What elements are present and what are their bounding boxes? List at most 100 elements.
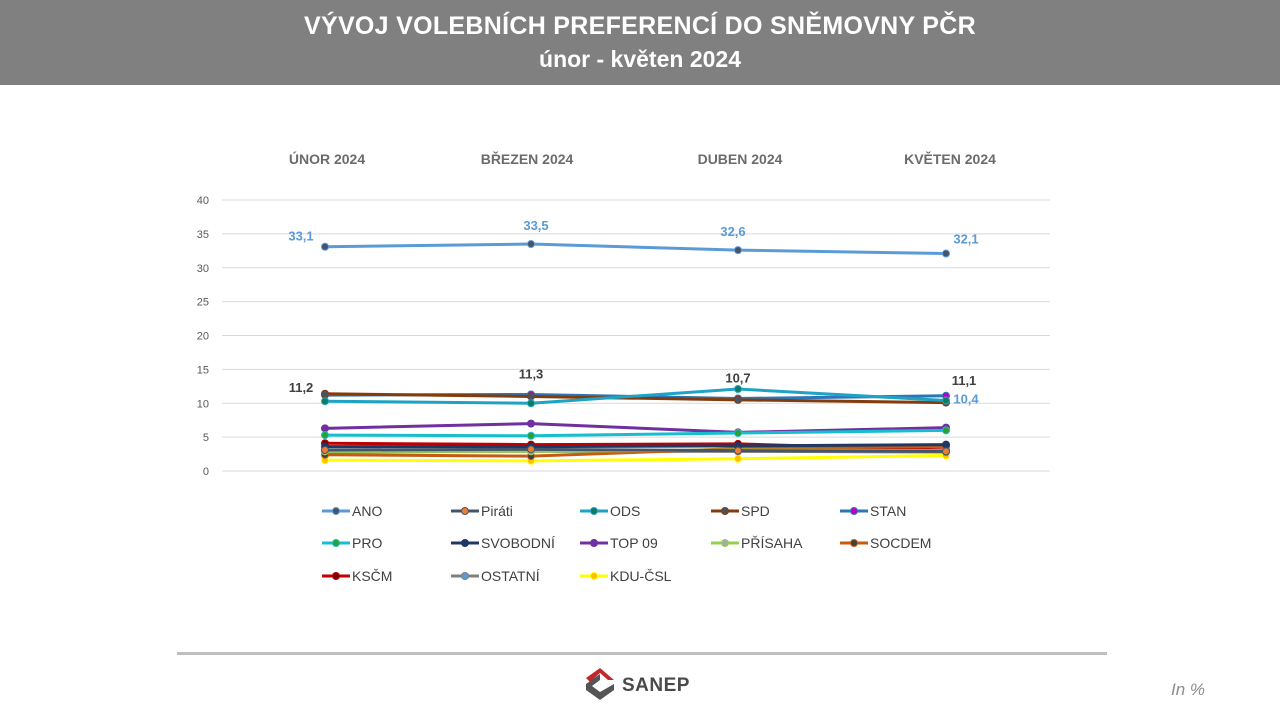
- data-point: [734, 395, 742, 404]
- legend-label: ANO: [352, 503, 383, 519]
- sanep-logo: SANEP: [584, 666, 704, 706]
- legend-label: OSTATNÍ: [481, 568, 540, 584]
- legend-label: Piráti: [481, 503, 513, 519]
- logo-text: SANEP: [622, 675, 690, 696]
- legend-swatch-marker: [332, 572, 340, 580]
- data-label: 11,3: [519, 366, 544, 381]
- y-tick-label: 0: [203, 466, 209, 478]
- legend-swatch-marker: [850, 539, 858, 547]
- legend-item: PRO: [322, 533, 447, 553]
- data-point: [527, 431, 535, 440]
- legend-swatch-marker: [590, 572, 598, 580]
- period-label: BŘEZEN 2024: [480, 151, 574, 167]
- data-point: [321, 242, 329, 251]
- logo-mark-icon: [586, 668, 614, 700]
- legend-swatch-marker: [850, 507, 858, 515]
- data-point: [527, 240, 535, 249]
- series-line-TOP 09: [324, 422, 947, 434]
- legend-swatch-marker: [461, 539, 469, 547]
- data-point: [734, 446, 742, 455]
- legend-label: TOP 09: [610, 535, 658, 551]
- series-line-PRO: [324, 428, 947, 438]
- data-point: [942, 426, 950, 435]
- period-label: DUBEN 2024: [697, 151, 783, 167]
- legend-item: KDU-ČSL: [580, 566, 705, 586]
- legend-swatch: [322, 539, 350, 547]
- data-label: 32,1: [953, 232, 978, 247]
- data-label: 11,1: [952, 373, 977, 388]
- data-point: [321, 431, 329, 440]
- legend-label: KDU-ČSL: [610, 568, 672, 584]
- legend-item: PŘÍSAHA: [711, 533, 836, 553]
- legend-swatch: [711, 507, 739, 515]
- data-point: [942, 249, 950, 258]
- series-line-ODS: [324, 387, 947, 405]
- y-tick-label: 5: [203, 432, 209, 444]
- series-line-KDU-ČSL: [324, 453, 947, 463]
- y-tick-label: 30: [197, 263, 209, 275]
- data-label: 32,6: [720, 224, 745, 239]
- data-label: 10,7: [725, 371, 750, 386]
- legend-label: SPD: [741, 503, 770, 519]
- y-tick-label: 15: [197, 364, 209, 376]
- y-tick-label: 10: [197, 398, 209, 410]
- legend-swatch: [580, 539, 608, 547]
- legend-swatch-marker: [461, 507, 469, 515]
- footer-divider: [177, 652, 1107, 655]
- data-point: [734, 385, 742, 394]
- legend-item: OSTATNÍ: [451, 566, 576, 586]
- title-bar: VÝVOJ VOLEBNÍCH PREFERENCÍ DO SNĚMOVNY P…: [0, 0, 1280, 85]
- data-point: [527, 392, 535, 401]
- series-line-SVOBODNÍ: [325, 443, 947, 449]
- legend-swatch-marker: [332, 539, 340, 547]
- legend-label: PŘÍSAHA: [741, 535, 803, 551]
- legend-label: SOCDEM: [870, 535, 932, 551]
- period-label: ÚNOR 2024: [288, 151, 366, 167]
- legend-item: SPD: [711, 501, 836, 521]
- legend-label: ODS: [610, 503, 641, 519]
- y-tick-label: 40: [197, 195, 209, 207]
- legend-swatch-marker: [332, 507, 340, 515]
- legend-item: Piráti: [451, 501, 576, 521]
- y-tick-label: 25: [197, 297, 209, 309]
- legend-swatch-marker: [461, 572, 469, 580]
- data-label: 11,2: [289, 380, 314, 395]
- legend-swatch: [580, 572, 608, 580]
- legend-item: TOP 09: [580, 533, 705, 553]
- data-label: 33,1: [288, 229, 313, 244]
- legend-label: STAN: [870, 503, 907, 519]
- legend-label: SVOBODNÍ: [481, 535, 555, 551]
- data-point: [942, 396, 950, 405]
- chart-subtitle: únor - květen 2024: [539, 46, 741, 72]
- legend-label: KSČM: [352, 568, 393, 584]
- data-point: [321, 389, 329, 398]
- legend-swatch-marker: [721, 539, 729, 547]
- legend-swatch: [451, 572, 479, 580]
- legend-label: PRO: [352, 535, 383, 551]
- chart-title: VÝVOJ VOLEBNÍCH PREFERENCÍ DO SNĚMOVNY P…: [304, 12, 976, 40]
- legend-swatch-marker: [590, 539, 598, 547]
- data-point: [734, 429, 742, 438]
- series-line-SPD: [324, 392, 947, 405]
- data-point: [321, 397, 329, 406]
- series-line-SOCDEM: [324, 445, 947, 458]
- legend-swatch: [322, 572, 350, 580]
- data-point: [321, 424, 329, 433]
- data-label: 10,4: [953, 392, 979, 407]
- data-point: [734, 454, 742, 463]
- legend-item: SOCDEM: [840, 533, 965, 553]
- y-tick-label: 20: [197, 331, 209, 343]
- legend-item: KSČM: [322, 566, 447, 586]
- data-point: [321, 445, 329, 454]
- legend-swatch: [322, 507, 350, 515]
- series-line-Piráti: [324, 447, 947, 453]
- data-point: [734, 246, 742, 255]
- legend-swatch: [840, 539, 868, 547]
- data-point: [527, 419, 535, 428]
- data-label: 33,5: [523, 218, 548, 233]
- legend-item: STAN: [840, 501, 965, 521]
- legend-item: ANO: [322, 501, 447, 521]
- y-tick-label: 35: [197, 229, 209, 241]
- legend-swatch: [451, 539, 479, 547]
